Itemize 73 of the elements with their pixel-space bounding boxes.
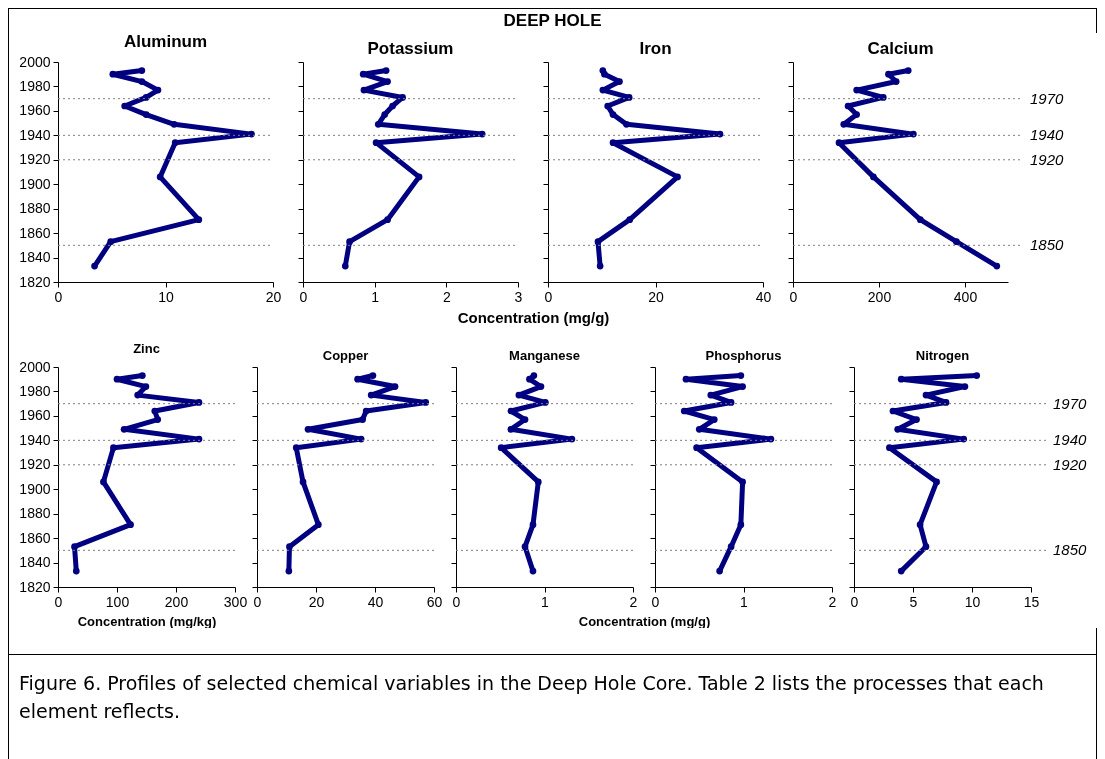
y-tick-label: 1820 bbox=[19, 578, 51, 595]
x-tick-label: 0 bbox=[850, 593, 859, 610]
x-tick-label: 1 bbox=[371, 288, 380, 305]
y-tick-label: 1820 bbox=[19, 273, 51, 290]
x-tick-label: 0 bbox=[452, 593, 461, 610]
x-tick-label: 0 bbox=[54, 593, 63, 610]
ref-line-label: 1940 bbox=[1030, 126, 1065, 144]
ref-line-label: 1920 bbox=[1053, 455, 1088, 473]
caption: Figure 6. Profiles of selected chemical variables in the Deep Hole Core. Table 2 lists the processes that each element reflects. bbox=[19, 671, 1045, 724]
x-tick-label: 10 bbox=[158, 288, 174, 305]
chart-title: Calcium bbox=[867, 38, 934, 58]
chart-title: Manganese bbox=[509, 347, 580, 363]
x-tick-label: 0 bbox=[54, 288, 63, 305]
x-tick-label: 40 bbox=[755, 288, 772, 305]
y-tick-label: 1960 bbox=[19, 102, 51, 119]
x-tick-label: 0 bbox=[651, 593, 660, 610]
y-tick-label: 1920 bbox=[19, 456, 51, 473]
y-tick-label: 1900 bbox=[19, 480, 51, 497]
y-tick-label: 1840 bbox=[19, 249, 51, 266]
x-tick-label: 200 bbox=[164, 593, 189, 610]
x-tick-label: 1 bbox=[541, 593, 550, 610]
x-tick-label: 60 bbox=[426, 593, 443, 610]
x-tick-label: 1 bbox=[740, 593, 749, 610]
x-tick-label: 2 bbox=[629, 593, 638, 610]
y-tick-label: 1980 bbox=[19, 382, 51, 399]
x-tick-label: 10 bbox=[964, 593, 981, 610]
x-tick-label: 2 bbox=[828, 593, 837, 610]
chart-title: Zinc bbox=[133, 341, 160, 356]
x-tick-label: 40 bbox=[367, 593, 384, 610]
y-tick-label: 1860 bbox=[19, 224, 51, 241]
y-tick-label: 1880 bbox=[19, 505, 51, 522]
ref-line-label: 1970 bbox=[1030, 89, 1065, 107]
chart-title: Phosphorus bbox=[705, 347, 782, 363]
ref-line-label: 1850 bbox=[1053, 541, 1088, 559]
x-tick-label: 400 bbox=[953, 288, 978, 305]
x-tick-label: 3 bbox=[514, 288, 523, 305]
y-tick-label: 1980 bbox=[19, 77, 51, 94]
x-tick-label: 2 bbox=[442, 288, 451, 305]
y-tick-label: 1880 bbox=[19, 200, 51, 217]
x-tick-label: 200 bbox=[867, 288, 892, 305]
text: DEEP HOLE bbox=[502, 11, 603, 31]
x-tick-label: 300 bbox=[223, 593, 248, 610]
chart-title: Iron bbox=[639, 38, 672, 58]
chart-title: Nitrogen bbox=[915, 347, 970, 363]
x-tick-label: 0 bbox=[299, 288, 308, 305]
x-tick-label: 100 bbox=[105, 593, 130, 610]
ref-line-label: 1940 bbox=[1053, 431, 1088, 449]
x-tick-label: 0 bbox=[789, 288, 798, 305]
y-tick-label: 1960 bbox=[19, 407, 51, 424]
ref-line-label: 1970 bbox=[1053, 394, 1088, 412]
x-tick-label: 5 bbox=[909, 593, 918, 610]
y-tick-label: 2000 bbox=[19, 358, 51, 375]
ref-line-label: 1850 bbox=[1030, 236, 1065, 254]
x-tick-label: 0 bbox=[253, 593, 262, 610]
x-tick-label: 0 bbox=[544, 288, 553, 305]
x-tick-label: 20 bbox=[265, 288, 282, 305]
y-tick-label: 2000 bbox=[19, 53, 51, 70]
y-tick-label: 1940 bbox=[19, 431, 51, 448]
y-tick-label: 1900 bbox=[19, 175, 51, 192]
x-axis-title: Concentration (mg/g) bbox=[578, 613, 711, 629]
x-tick-label: 20 bbox=[308, 593, 325, 610]
x-axis-title: Concentration (mg/kg) bbox=[77, 613, 217, 629]
chart-title: Copper bbox=[322, 347, 369, 363]
ref-line-label: 1920 bbox=[1030, 150, 1065, 168]
x-tick-label: 15 bbox=[1023, 593, 1040, 610]
x-tick-label: 20 bbox=[648, 288, 664, 305]
chart-title: Aluminum bbox=[123, 32, 208, 51]
x-axis-title: Concentration (mg/g) bbox=[457, 308, 610, 326]
y-tick-label: 1920 bbox=[19, 151, 51, 168]
y-tick-label: 1940 bbox=[19, 126, 51, 143]
y-tick-label: 1840 bbox=[19, 554, 51, 571]
chart-title: Potassium bbox=[367, 38, 454, 58]
y-tick-label: 1860 bbox=[19, 529, 51, 546]
